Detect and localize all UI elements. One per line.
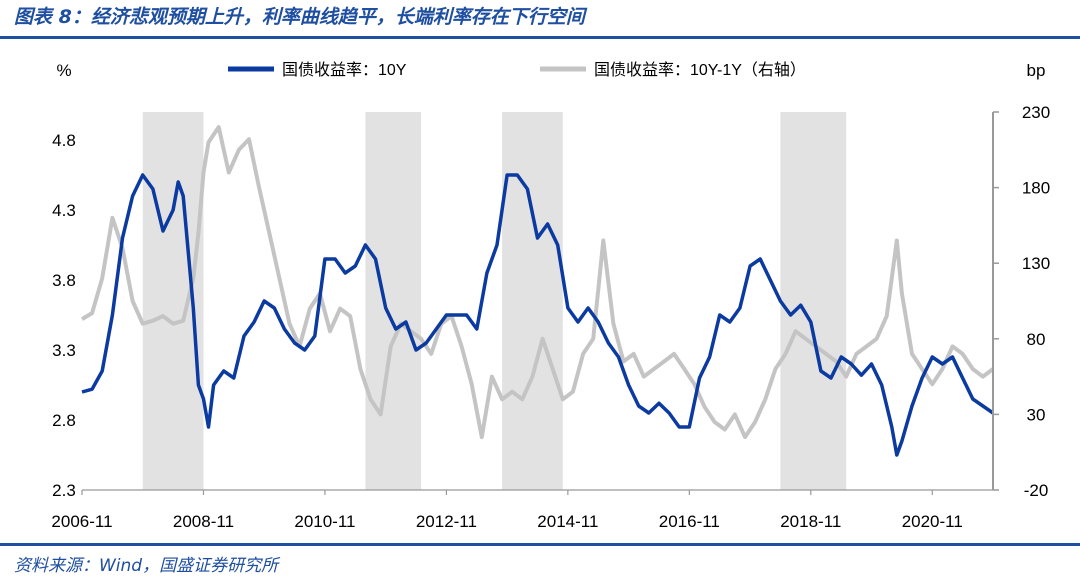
x-tick-label: 2006-11 [51, 512, 112, 531]
legend-label-spread: 国债收益率：10Y-1Y（右轴） [594, 61, 806, 79]
left-tick-label: 3.8 [52, 271, 76, 290]
legend-label-10y: 国债收益率：10Y [282, 61, 407, 79]
x-tick-label: 2016-11 [659, 512, 720, 531]
right-tick-label: 30 [1027, 405, 1046, 424]
right-axis-unit: bp [1027, 61, 1046, 80]
right-tick-label: -20 [1024, 481, 1049, 500]
x-tick-label: 2014-11 [537, 512, 598, 531]
left-axis-unit: % [56, 61, 71, 80]
chart: 4.8 4.3 3.8 3.3 2.8 2.3 230 180 130 80 30 -20 2006… [51, 61, 1050, 531]
source-rule [0, 543, 1080, 546]
shaded-periods [142, 112, 847, 490]
title-rule [0, 36, 1080, 39]
series-spread-line [80, 125, 995, 440]
right-y-tick-labels: 230 180 130 80 30 -20 [993, 103, 1050, 500]
shaded-period-2 [365, 112, 422, 490]
shaded-period-3 [502, 112, 563, 490]
right-tick-label: 130 [1022, 254, 1050, 273]
right-tick-label: 230 [1022, 103, 1050, 122]
left-tick-label: 2.8 [52, 411, 76, 430]
left-tick-label: 4.3 [52, 201, 76, 220]
left-tick-label: 3.3 [52, 341, 76, 360]
x-tick-labels: 2006-11 2008-11 2010-11 2012-11 2014-11 2016-… [51, 490, 963, 531]
right-tick-label: 180 [1022, 179, 1050, 198]
legend: 国债收益率：10Y 国债收益率：10Y-1Y（右轴） [228, 61, 806, 79]
source-note: 资料来源：Wind，国盛证券研究所 [14, 556, 279, 576]
x-tick-label: 2010-11 [294, 512, 355, 531]
x-tick-label: 2008-11 [173, 512, 234, 531]
left-tick-label: 4.8 [52, 131, 76, 150]
series-10y-line [81, 173, 994, 457]
x-tick-label: 2018-11 [780, 512, 841, 531]
shaded-period-4 [780, 112, 847, 490]
y10-line-path [81, 173, 994, 457]
x-tick-label: 2012-11 [416, 512, 477, 531]
left-y-tick-labels: 4.8 4.3 3.8 3.3 2.8 2.3 [52, 131, 76, 500]
figure-title: 图表 8：经济悲观预期上升，利率曲线趋平，长端利率存在下行空间 [14, 6, 585, 28]
left-tick-label: 2.3 [52, 481, 76, 500]
spread-line-path [80, 125, 995, 440]
right-tick-label: 80 [1027, 330, 1046, 349]
x-tick-label: 2020-11 [902, 512, 963, 531]
